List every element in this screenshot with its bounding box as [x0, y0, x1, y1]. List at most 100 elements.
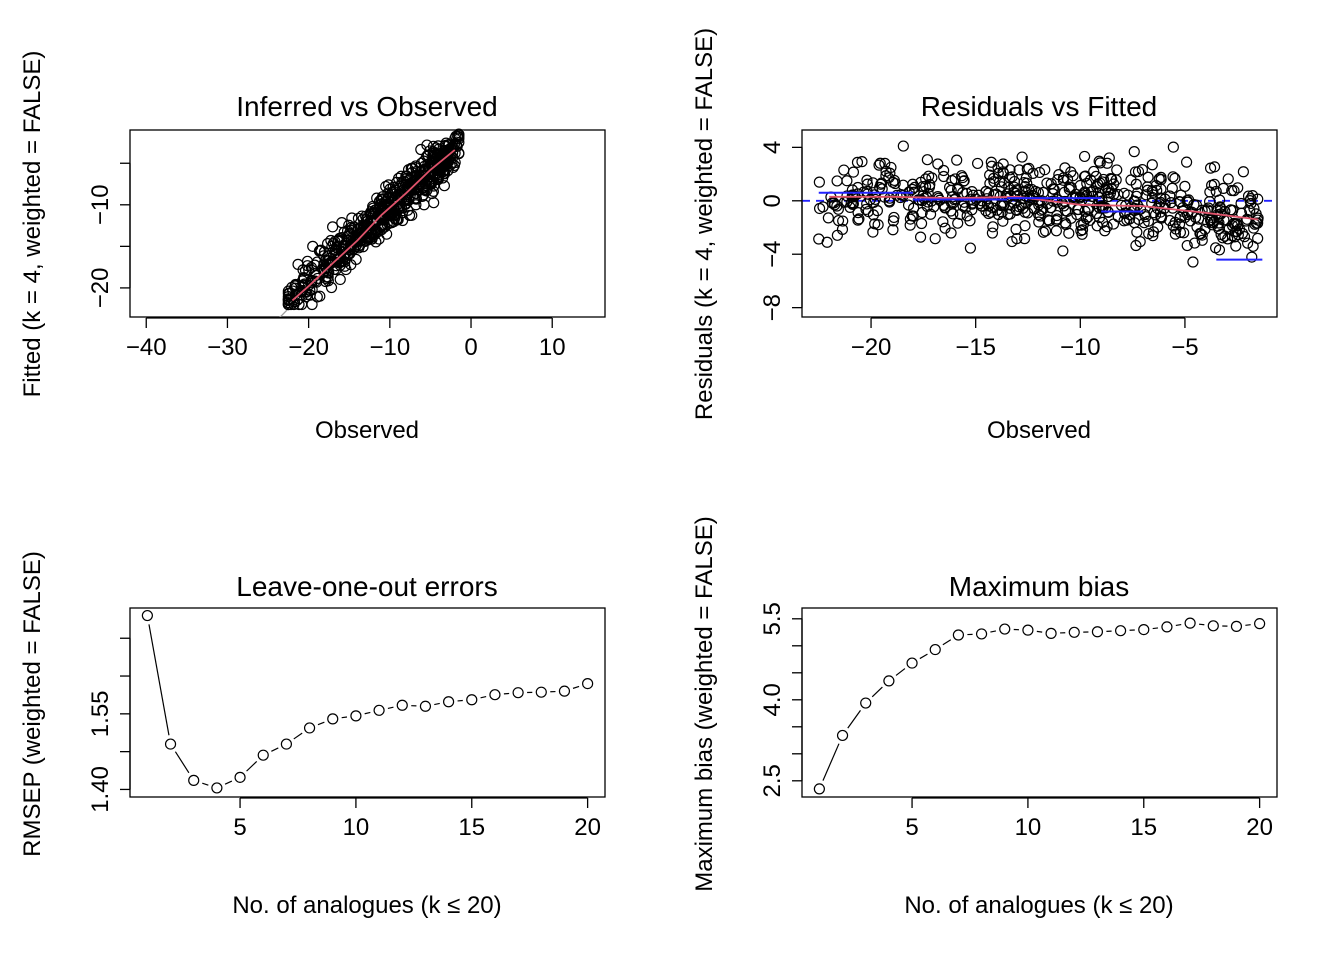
- panel1-point: [323, 254, 335, 267]
- panel1-point: [376, 193, 388, 205]
- panel2-point: [988, 172, 1000, 184]
- panel2-point: [914, 231, 927, 243]
- panel1-x-tick-label: −40: [126, 334, 167, 361]
- panel1-point: [292, 258, 304, 270]
- panel3-connector: [246, 760, 258, 772]
- panel2-point: [1028, 203, 1041, 215]
- panel2-point: [1180, 156, 1193, 168]
- panel2-point: [852, 207, 864, 219]
- panel2-point: [1039, 225, 1052, 237]
- panel1-point: [416, 164, 429, 176]
- panel2-point: [980, 205, 992, 217]
- panel2-point: [1107, 218, 1120, 230]
- panel1-point: [350, 253, 362, 266]
- panel1-point: [305, 274, 318, 286]
- panel4-connector: [1198, 623, 1205, 626]
- panel2-point: [1155, 171, 1167, 183]
- panel2-x-tick-label: −10: [1060, 334, 1101, 361]
- panel4-point: [1068, 626, 1080, 638]
- panel2-points: [813, 140, 1264, 268]
- panel2-point: [1138, 217, 1150, 229]
- panel1-point: [396, 176, 408, 188]
- panel4-point: [1207, 620, 1219, 632]
- panel1-point: [406, 209, 418, 221]
- panel1-point: [318, 246, 331, 258]
- panel2-point: [988, 175, 1000, 188]
- panel2-y-tick-label: −4: [759, 241, 786, 268]
- panel2-point: [923, 181, 936, 193]
- panel2-point: [1059, 205, 1072, 217]
- panel-leave-one-out-errors: Leave-one-out errors No. of analogues (k…: [19, 551, 606, 919]
- panel2-point: [986, 227, 999, 239]
- panel2-point: [1102, 183, 1115, 196]
- panel4-connector: [895, 668, 906, 676]
- panel2-point: [831, 229, 843, 241]
- panel2-point: [813, 176, 825, 188]
- panel2-point: [891, 189, 903, 201]
- panel4-point: [860, 697, 872, 709]
- panel2-point: [992, 162, 1004, 174]
- panel2-point: [1214, 202, 1226, 214]
- panel1-point: [296, 298, 308, 311]
- panel2-point: [1045, 178, 1057, 190]
- panel4-connector: [1152, 627, 1159, 630]
- panel3-point: [558, 685, 571, 697]
- panel3-connector: [364, 711, 371, 715]
- panel2-point: [1078, 150, 1091, 163]
- panel3-point: [211, 782, 223, 794]
- panel2-point: [906, 183, 918, 195]
- panel2-point: [1101, 157, 1113, 169]
- panel3-x-tick-label: 15: [458, 814, 485, 841]
- panel1-point: [440, 150, 452, 162]
- panel2-point: [813, 233, 825, 245]
- panel1-point: [356, 227, 369, 240]
- panel1-point: [381, 205, 393, 217]
- panel2-point: [1217, 182, 1230, 195]
- panel3-connector: [271, 747, 279, 752]
- panel4-point: [1184, 617, 1196, 629]
- panel4-points: [813, 617, 1266, 795]
- panel2-point: [1222, 173, 1234, 185]
- panel2-point: [851, 156, 864, 168]
- panel1-x-axis: −40 −30 −20 −10 0 10: [126, 317, 566, 361]
- panel3-point: [396, 699, 408, 711]
- panel3-point: [373, 704, 385, 716]
- panel3-x-tick-label: 10: [343, 814, 370, 841]
- panel1-point: [389, 184, 401, 196]
- panel4-y-tick-label: 5.5: [759, 602, 786, 635]
- panel2-point: [1226, 184, 1238, 197]
- panel1-point: [339, 260, 351, 272]
- panel2-point: [1204, 186, 1216, 198]
- panel2-point: [923, 170, 935, 182]
- panel1-point: [282, 285, 294, 297]
- panel4-point: [906, 657, 918, 669]
- panel2-point: [1229, 225, 1242, 238]
- panel3-point: [535, 686, 547, 698]
- panel2-point: [1169, 172, 1181, 184]
- panel2-point: [860, 203, 872, 216]
- panel1-point: [342, 230, 354, 242]
- panel2-x-tick-label: −20: [851, 334, 892, 361]
- panel2-point: [1051, 209, 1063, 222]
- panel2-point: [1078, 171, 1091, 183]
- panel2-point: [1094, 157, 1106, 169]
- panel2-point: [904, 219, 916, 231]
- panel4-y-tick-label: 4.0: [759, 683, 786, 716]
- panel1-point: [339, 256, 351, 268]
- panel3-point: [141, 609, 153, 622]
- panel3-x-axis: 5 10 15 20: [233, 797, 601, 841]
- panel2-point: [964, 242, 977, 254]
- panel4-point: [975, 628, 988, 640]
- panel2-point: [915, 217, 928, 230]
- panel3-point: [466, 694, 478, 706]
- panel2-point: [888, 211, 900, 224]
- panel2-lowess-line: [829, 195, 1259, 221]
- panel3-connector: [174, 751, 190, 774]
- panel2-point: [1196, 229, 1208, 241]
- panel2-point: [1167, 171, 1179, 183]
- panel2-point: [889, 177, 901, 190]
- panel1-point: [418, 155, 430, 167]
- panel2-point: [1119, 207, 1131, 220]
- panel2-point: [1041, 177, 1053, 189]
- panel1-point: [329, 244, 342, 257]
